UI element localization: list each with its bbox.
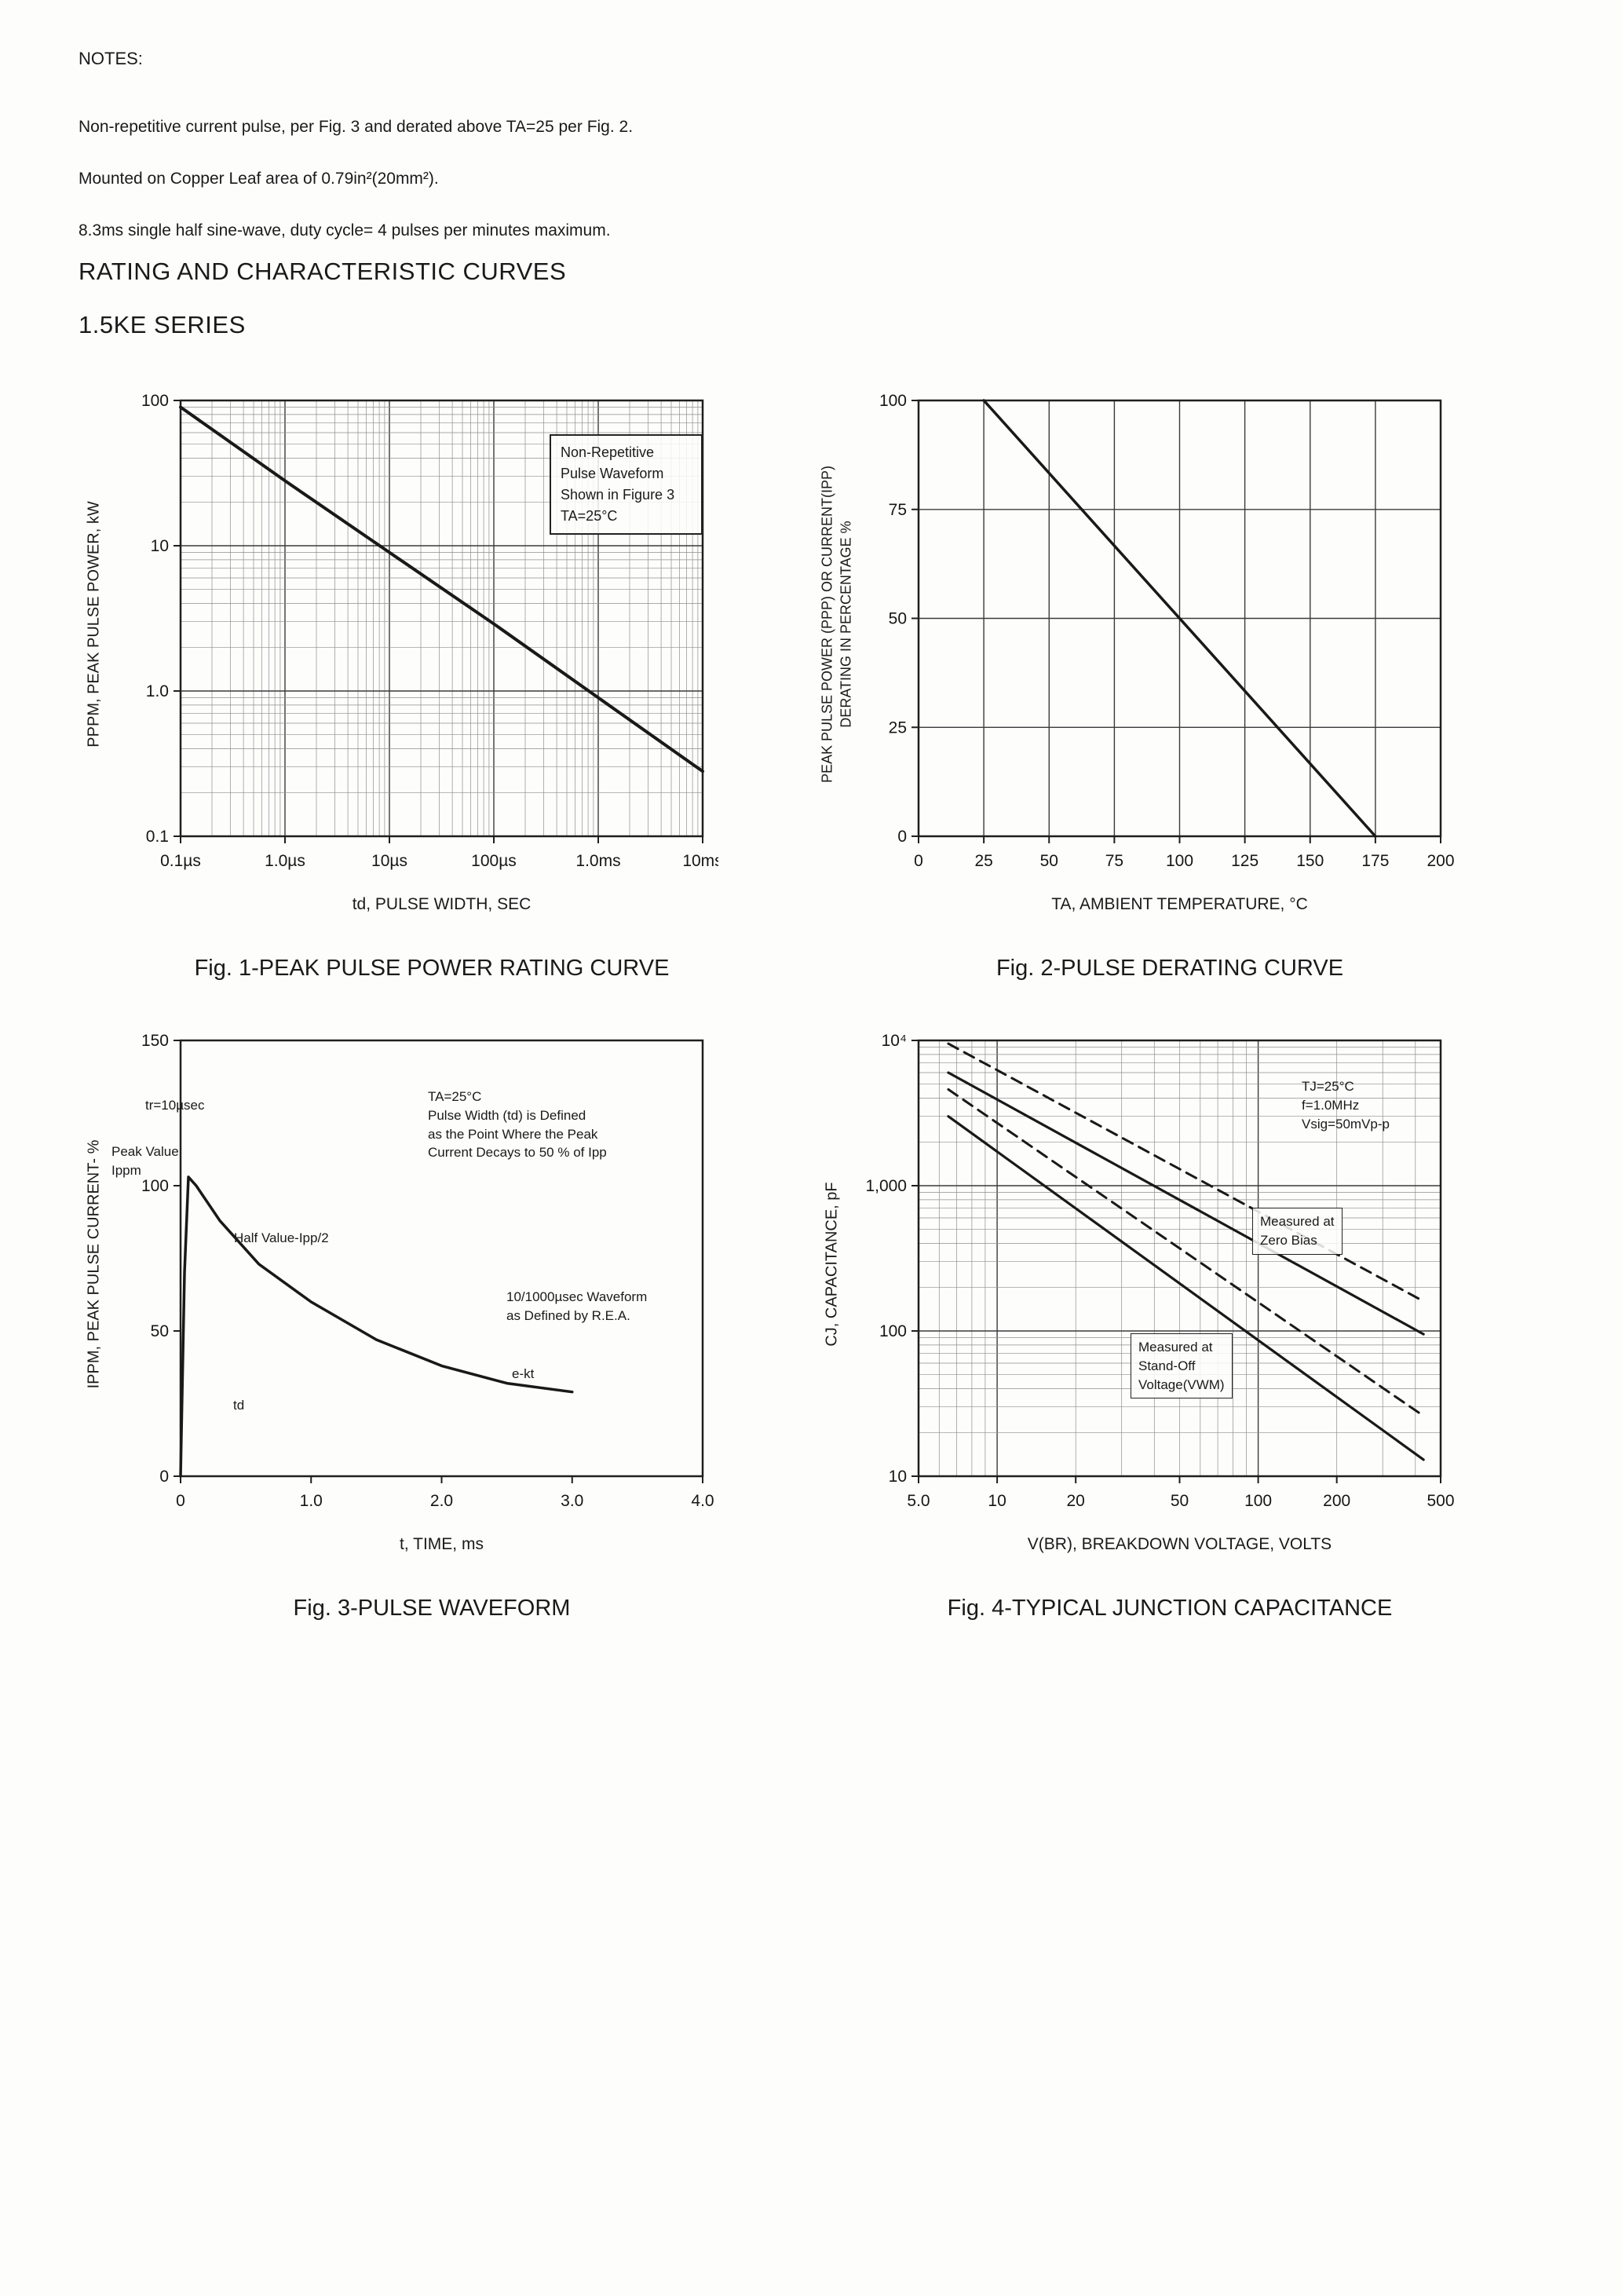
notes-heading: NOTES: — [79, 49, 143, 68]
fig3-peak-value-annotation: Peak Value Ippm — [111, 1144, 179, 1178]
svg-text:0.1µs: 0.1µs — [160, 852, 201, 870]
svg-text:100: 100 — [879, 392, 907, 410]
svg-text:100: 100 — [1244, 1492, 1272, 1510]
svg-text:5.0: 5.0 — [907, 1492, 930, 1510]
svg-text:10ms: 10ms — [682, 852, 718, 870]
svg-text:25: 25 — [974, 852, 992, 870]
svg-text:25: 25 — [889, 718, 907, 737]
svg-text:10: 10 — [988, 1492, 1006, 1510]
svg-text:10µs: 10µs — [371, 852, 407, 870]
fig3-plot: 0 1.0 2.0 3.0 4.0 0 50 100 150 — [141, 1032, 714, 1510]
fig4-test-conditions: TJ=25°C f=1.0MHz Vsig=50mVp-p — [1302, 1079, 1390, 1132]
svg-text:4.0: 4.0 — [691, 1492, 714, 1510]
fig2-plot: 0 25 50 75 100 125 150 175 200 0 25 50 75 100 — [879, 392, 1455, 870]
figure-1-peak-pulse-power-rating: PPPM, PEAK PULSE POWER, kW 0.1µs 1.0µs 10µ… — [71, 389, 793, 1025]
fig3-caption: Fig. 3-PULSE WAVEFORM — [293, 1596, 571, 1621]
fig1-caption: Fig. 1-PEAK PULSE POWER RATING CURVE — [194, 956, 670, 981]
svg-text:100: 100 — [141, 392, 169, 410]
fig3-y-axis-label: IPPM, PEAK PULSE CURRENT- % — [85, 1139, 103, 1389]
svg-text:0: 0 — [176, 1492, 185, 1510]
svg-text:10: 10 — [889, 1468, 907, 1486]
svg-text:1.0: 1.0 — [146, 682, 169, 700]
svg-text:3.0: 3.0 — [561, 1492, 583, 1510]
note-non-repetitive: Non-repetitive current pulse, per Fig. 3… — [79, 118, 634, 136]
svg-text:75: 75 — [1105, 852, 1123, 870]
svg-text:1.0: 1.0 — [300, 1492, 323, 1510]
fig2-y-axis-label: PEAK PULSE POWER (PPP) OR CURRENT(IPP) D… — [819, 465, 854, 784]
fig3-pulse-width-definition: TA=25°C Pulse Width (td) is Defined as t… — [428, 1089, 607, 1161]
figure-4-junction-capacitance: CJ, CAPACITANCE, pF 5.0 10 20 50 100 200 500 10… — [809, 1029, 1531, 1665]
svg-text:200: 200 — [1427, 852, 1454, 870]
heading-rating-curves: RATING AND CHARACTERISTIC CURVES — [79, 258, 567, 285]
svg-text:100: 100 — [1166, 852, 1193, 870]
fig4-caption: Fig. 4-TYPICAL JUNCTION CAPACITANCE — [947, 1596, 1393, 1621]
fig1-conditions-legend: Non-Repetitive Pulse Waveform Shown in F… — [550, 434, 703, 535]
svg-text:100: 100 — [141, 1177, 169, 1195]
svg-text:1,000: 1,000 — [865, 1177, 907, 1195]
svg-text:150: 150 — [1296, 852, 1324, 870]
svg-text:10⁴: 10⁴ — [882, 1032, 907, 1050]
fig4-stand-off-annotation: Measured at Stand-Off Voltage(VWM) — [1131, 1333, 1233, 1399]
svg-text:50: 50 — [1171, 1492, 1189, 1510]
fig3-x-axis-label: t, TIME, ms — [400, 1535, 484, 1553]
svg-text:500: 500 — [1427, 1492, 1454, 1510]
fig3-half-value-annotation: Half Value-Ipp/2 — [234, 1230, 329, 1245]
svg-text:50: 50 — [151, 1322, 169, 1340]
fig2-x-axis-label: TA, AMBIENT TEMPERATURE, °C — [1051, 895, 1308, 913]
svg-text:200: 200 — [1323, 1492, 1350, 1510]
fig1-x-axis-label: td, PULSE WIDTH, SEC — [352, 895, 532, 913]
svg-text:2.0: 2.0 — [430, 1492, 453, 1510]
svg-text:100µs: 100µs — [471, 852, 517, 870]
fig3-rise-time-annotation: tr=10µsec — [145, 1098, 205, 1113]
svg-text:10: 10 — [151, 537, 169, 555]
svg-text:75: 75 — [889, 501, 907, 519]
fig4-zero-bias-annotation: Measured at Zero Bias — [1252, 1208, 1343, 1255]
svg-text:50: 50 — [1040, 852, 1058, 870]
heading-series: 1.5KE SERIES — [79, 311, 246, 338]
fig1-y-axis-label: PPPM, PEAK PULSE POWER, kW — [85, 501, 103, 748]
figure-2-pulse-derating: PEAK PULSE POWER (PPP) OR CURRENT(IPP) D… — [809, 389, 1531, 1025]
fig3-exponential-decay-label: e-kt — [512, 1366, 535, 1381]
svg-text:1.0ms: 1.0ms — [575, 852, 620, 870]
svg-text:100: 100 — [879, 1322, 907, 1340]
note-copper-leaf: Mounted on Copper Leaf area of 0.79in²(2… — [79, 170, 439, 188]
fig3-waveform-definition: 10/1000µsec Waveform as Defined by R.E.A… — [506, 1289, 648, 1323]
note-half-sine-wave: 8.3ms single half sine-wave, duty cycle=… — [79, 221, 611, 239]
svg-text:125: 125 — [1231, 852, 1259, 870]
svg-text:20: 20 — [1067, 1492, 1085, 1510]
svg-text:0: 0 — [914, 852, 923, 870]
fig2-caption: Fig. 2-PULSE DERATING CURVE — [995, 956, 1344, 981]
svg-text:1.0µs: 1.0µs — [265, 852, 305, 870]
fig4-x-axis-label: V(BR), BREAKDOWN VOLTAGE, VOLTS — [1027, 1535, 1332, 1553]
figure-3-pulse-waveform: IPPM, PEAK PULSE CURRENT- % 0 1.0 2.0 3.0 4.… — [71, 1029, 793, 1665]
svg-text:50: 50 — [889, 610, 907, 628]
fig1-plot: 0.1µs 1.0µs 10µs 100µs 1.0ms 10ms 100 10 1.0 0.1 — [141, 392, 718, 870]
fig4-y-axis-label: CJ, CAPACITANCE, pF — [823, 1182, 841, 1347]
svg-text:175: 175 — [1361, 852, 1389, 870]
fig3-td-label: td — [233, 1398, 245, 1413]
svg-text:0: 0 — [159, 1468, 169, 1486]
svg-text:0.1: 0.1 — [146, 828, 169, 846]
svg-text:0: 0 — [897, 828, 907, 846]
svg-text:150: 150 — [141, 1032, 169, 1050]
